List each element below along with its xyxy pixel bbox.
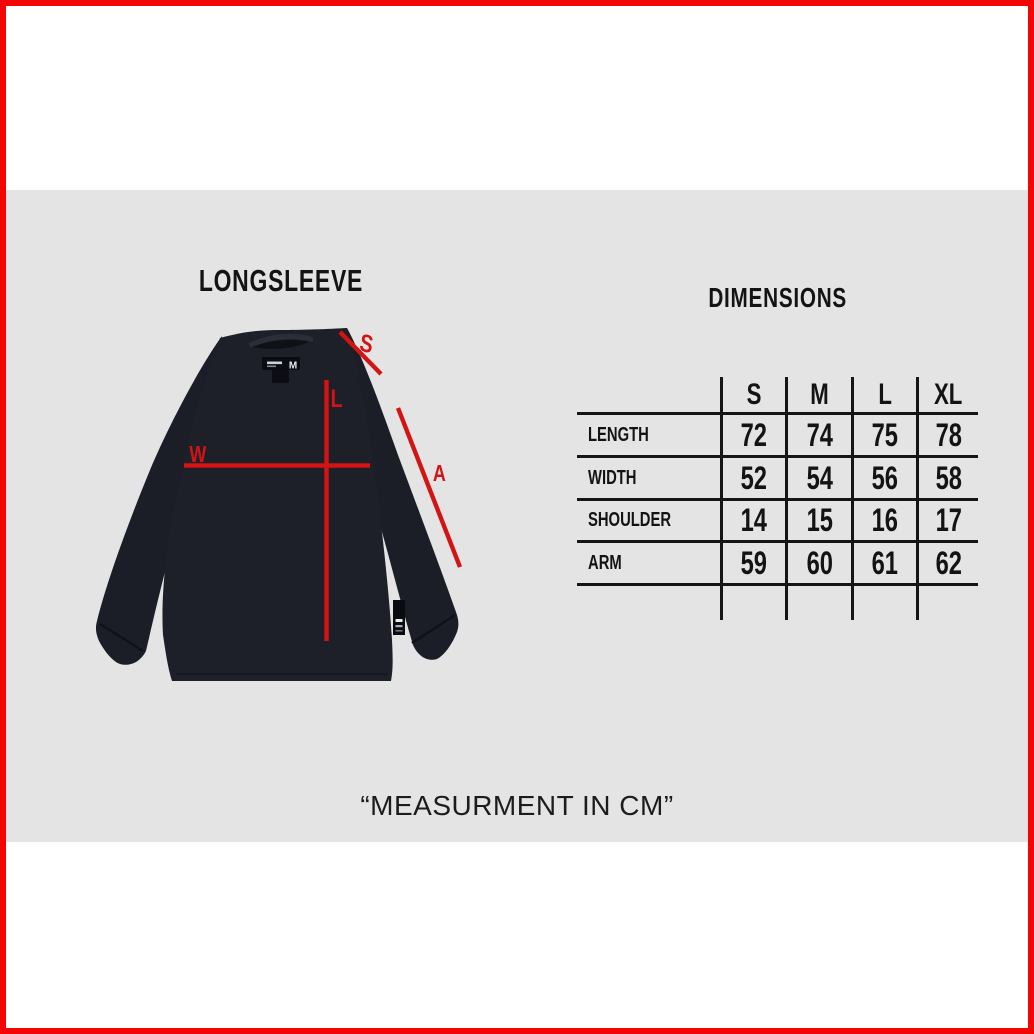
size-header-xl: XL [934,377,963,411]
table-cell: 72 [740,416,768,453]
right-cuff-seam [411,613,456,645]
arm-measure-line [395,407,463,568]
table-hline-1 [577,412,978,415]
table-cell: 58 [935,459,962,496]
shirt-body [162,328,393,681]
table-cell: 15 [806,502,833,538]
side-tag [393,600,405,635]
table-cell: 56 [871,459,899,496]
left-cuff-seam [99,622,144,653]
measurement-unit-note: “MEASURMENT IN CM” [360,790,674,821]
table-cell: 16 [871,502,899,538]
arm-label: A [432,460,446,486]
product-title: LONGSLEEVE [160,265,402,297]
table-cell: 52 [740,459,768,496]
table-hline-5 [577,583,978,586]
table-cell: 74 [806,416,833,453]
length-label: L [330,385,343,413]
width-label: W [189,441,207,467]
shirt-left-sleeve [95,336,222,665]
product-title-text: LONGSLEEVE [198,263,364,298]
size-header-l: L [878,377,892,411]
shoulder-measure-line [338,330,383,376]
size-header-s: S [746,377,762,411]
collar-inner-shadow [252,339,310,350]
table-cell: 62 [935,544,962,581]
table-cell: 54 [806,459,833,496]
table-cell: 17 [935,502,962,538]
table-cell: 78 [935,416,962,453]
size-header-m: M [810,377,829,411]
row-label-length: LENGTH [588,423,649,446]
table-cell: 59 [740,544,768,581]
neck-tag-size-letter: M [289,361,297,372]
table-hline-2 [577,455,978,458]
table-cell: 75 [871,416,899,453]
table-cell: 61 [871,544,899,581]
neck-tag: M [262,357,300,383]
table-cell: 60 [806,544,833,581]
row-label-width: WIDTH [588,466,637,489]
shirt-right-sleeve [346,328,459,660]
shirt-collar [249,333,313,348]
dimensions-title-text: DIMENSIONS [708,282,847,313]
row-label-arm: ARM [588,551,622,574]
dimensions-title: DIMENSIONS [656,283,899,312]
table-cell: 14 [740,502,768,538]
table-hline-3 [577,498,978,501]
row-label-shoulder: SHOULDER [588,509,672,531]
table-hline-4 [577,540,978,543]
